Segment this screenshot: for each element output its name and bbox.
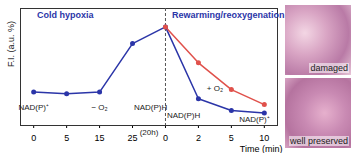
svg-text:5: 5 [64,133,69,143]
svg-text:− O₂: − O₂ [91,103,107,112]
svg-text:NAD(P)⁺: NAD(P)⁺ [18,103,49,112]
svg-text:0: 0 [163,133,168,143]
svg-text:NAD(P)H: NAD(P)H [167,111,201,120]
svg-text:NAD(P)⁺: NAD(P)⁺ [239,115,270,124]
svg-text:F.I. (a.u. %): F.I. (a.u. %) [6,21,16,67]
html-text:damaged: damaged [310,63,348,73]
svg-text:(20h): (20h) [140,128,159,137]
svg-text:Time (min): Time (min) [240,144,283,153]
svg-text:25: 25 [128,133,138,143]
svg-text:15: 15 [95,133,105,143]
svg-text:+ O₂: + O₂ [207,84,223,93]
svg-text:2: 2 [196,133,201,143]
html-text:well preserved: well preserved [290,136,348,146]
svg-text:Cold hypoxia: Cold hypoxia [37,10,94,20]
svg-text:0: 0 [31,133,36,143]
svg-text:10: 10 [259,133,269,143]
svg-text:5: 5 [229,133,234,143]
svg-text:NAD(P)H: NAD(P)H [134,103,168,112]
svg-text:Rewarming/reoxygenation: Rewarming/reoxygenation [172,10,285,20]
